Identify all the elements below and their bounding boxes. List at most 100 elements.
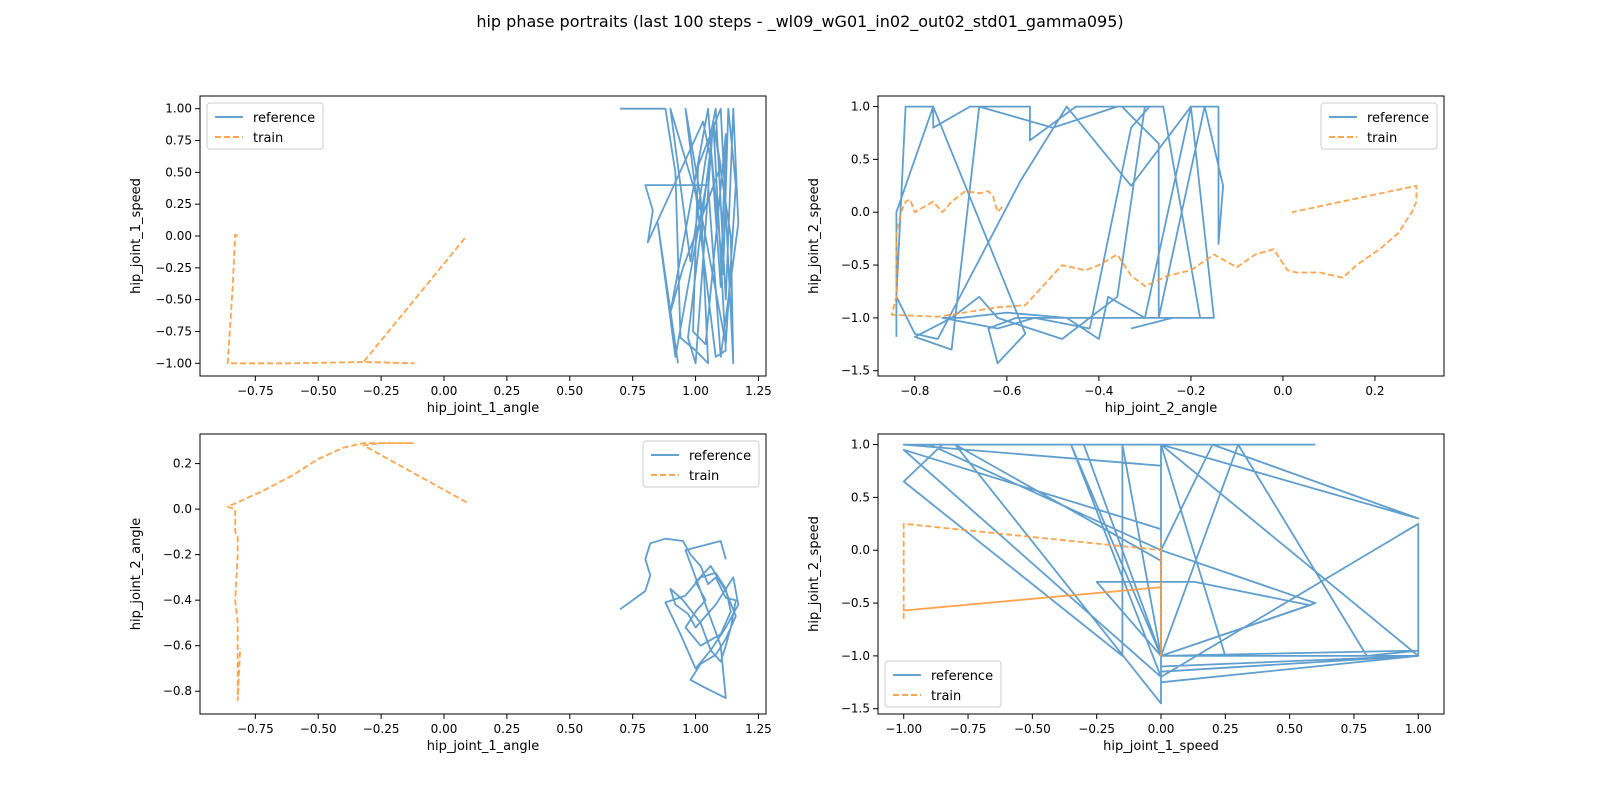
x-tick-label: 1.00: [682, 384, 709, 398]
y-tick-label: −1.5: [841, 364, 870, 378]
series-group: [890, 105, 1418, 365]
legend-label-reference: reference: [253, 111, 315, 126]
x-tick-label: 0.50: [556, 722, 583, 736]
subplot-4: −1.00 −0.75 −0.50 −0.25 0.00 0.25 0.50 0.75 1.00…: [807, 433, 1445, 754]
y-tick-label: −0.6: [163, 639, 192, 653]
y-tick-label: 0.2: [173, 457, 192, 471]
x-tick-label: 0.50: [556, 384, 583, 398]
x-axis-label: hip_joint_1_speed: [1103, 739, 1219, 754]
x-tick-label: −1.00: [885, 722, 922, 736]
x-tick-label: −0.25: [363, 722, 400, 736]
legend: reference train: [206, 102, 324, 150]
x-axis-label: hip_joint_1_angle: [427, 739, 539, 754]
y-tick-label: −0.50: [155, 293, 192, 307]
x-tick-label: 0.75: [1341, 722, 1368, 736]
x-tick-label: 0.25: [494, 384, 521, 398]
legend: reference train: [642, 440, 760, 488]
series-reference-line: [619, 537, 740, 699]
x-tick-label: −0.50: [300, 384, 337, 398]
legend-label-train: train: [689, 469, 719, 484]
series-train-line: [226, 233, 468, 365]
x-tick-label: 0.00: [431, 384, 458, 398]
x-tick-label: −0.75: [237, 384, 274, 398]
y-tick-label: 1.0: [851, 438, 870, 452]
y-axis-label: hip_joint_2_speed: [807, 178, 822, 294]
x-tick-label: −0.25: [363, 384, 400, 398]
y-tick-label: −0.8: [163, 684, 192, 698]
x-tick-label: 0.25: [494, 722, 521, 736]
series-group: [902, 443, 1420, 705]
y-tick-label: 0.0: [173, 502, 192, 516]
y-tick-label: −0.25: [155, 261, 192, 275]
y-tick-label: −0.2: [163, 548, 192, 562]
x-tick-label: 1.00: [1405, 722, 1432, 736]
x-axis-label: hip_joint_2_angle: [1105, 401, 1217, 416]
y-axis-label: hip_joint_2_angle: [129, 518, 144, 630]
x-tick-label: −0.25: [1078, 722, 1115, 736]
x-tick-label: −0.50: [300, 722, 337, 736]
y-tick-label: −1.0: [841, 311, 870, 325]
x-tick-label: 0.2: [1365, 384, 1384, 398]
subplot-2: −0.8 −0.6 −0.4 −0.2 0.0 0.2 −1.5 −1.0 −0.5 0.0 0.5…: [807, 95, 1445, 416]
y-tick-label: −0.4: [163, 593, 192, 607]
legend-label-reference: reference: [689, 449, 751, 464]
x-tick-label: −0.2: [1176, 384, 1205, 398]
series-group: [226, 442, 740, 702]
y-tick-label: 1.0: [851, 100, 870, 114]
y-tick-label: 0.5: [851, 152, 870, 166]
x-tick-label: 0.75: [619, 384, 646, 398]
x-tick-label: −0.8: [900, 384, 929, 398]
plot-frame: [877, 95, 1445, 377]
x-tick-label: 0.50: [1276, 722, 1303, 736]
series-reference-line: [620, 107, 740, 365]
y-tick-label: 1.00: [165, 102, 192, 116]
legend-label-train: train: [1367, 131, 1397, 146]
y-tick-label: −0.5: [841, 596, 870, 610]
series-reference-line: [902, 443, 1420, 705]
y-tick-label: 0.75: [165, 134, 192, 148]
x-axis-label: hip_joint_1_angle: [427, 401, 539, 416]
y-tick-label: 0.5: [851, 490, 870, 504]
x-tick-label: −0.4: [1084, 384, 1113, 398]
x-tick-label: 0.00: [1148, 722, 1175, 736]
series-reference-line: [895, 105, 1224, 365]
y-tick-label: −1.00: [155, 356, 192, 370]
series-train-line: [902, 522, 1162, 657]
x-tick-label: 1.25: [745, 722, 772, 736]
y-axis-label: hip_joint_1_speed: [129, 178, 144, 294]
y-tick-label: 0.50: [165, 165, 192, 179]
y-tick-label: −1.0: [841, 649, 870, 663]
legend-label-reference: reference: [931, 669, 993, 684]
plot-frame: [199, 433, 767, 715]
legend-label-train: train: [931, 689, 961, 704]
x-tick-label: −0.75: [237, 722, 274, 736]
series-train-line: [226, 442, 468, 702]
subplots-container: −0.75 −0.50 −0.25 0.00 0.25 0.50 0.75 1.00 1.25 −…: [129, 95, 1445, 754]
x-tick-label: −0.6: [992, 384, 1021, 398]
y-tick-label: 0.0: [851, 543, 870, 557]
x-tick-label: 0.25: [1212, 722, 1239, 736]
x-tick-label: 0.0: [1273, 384, 1292, 398]
x-tick-label: 1.00: [682, 722, 709, 736]
subplot-1: −0.75 −0.50 −0.25 0.00 0.25 0.50 0.75 1.00 1.25 −…: [129, 95, 772, 416]
x-tick-label: −0.50: [1014, 722, 1051, 736]
x-tick-label: 0.00: [431, 722, 458, 736]
subplot-3: −0.75 −0.50 −0.25 0.00 0.25 0.50 0.75 1.00 1.25 −…: [129, 433, 772, 754]
legend: reference train: [1320, 102, 1438, 150]
y-tick-label: −1.5: [841, 702, 870, 716]
x-tick-label: 0.75: [619, 722, 646, 736]
legend-label-train: train: [253, 131, 283, 146]
x-tick-label: 1.25: [745, 384, 772, 398]
x-tick-label: −0.75: [950, 722, 987, 736]
y-tick-label: −0.75: [155, 324, 192, 338]
y-tick-label: 0.0: [851, 205, 870, 219]
y-tick-label: 0.25: [165, 197, 192, 211]
figure-title: hip phase portraits (last 100 steps - _w…: [476, 12, 1123, 32]
legend: reference train: [884, 660, 1002, 708]
y-axis-label: hip_joint_2_speed: [807, 516, 822, 632]
y-tick-label: 0.00: [165, 229, 192, 243]
legend-label-reference: reference: [1367, 111, 1429, 126]
series-train-line: [890, 184, 1418, 318]
series-group: [226, 107, 740, 365]
